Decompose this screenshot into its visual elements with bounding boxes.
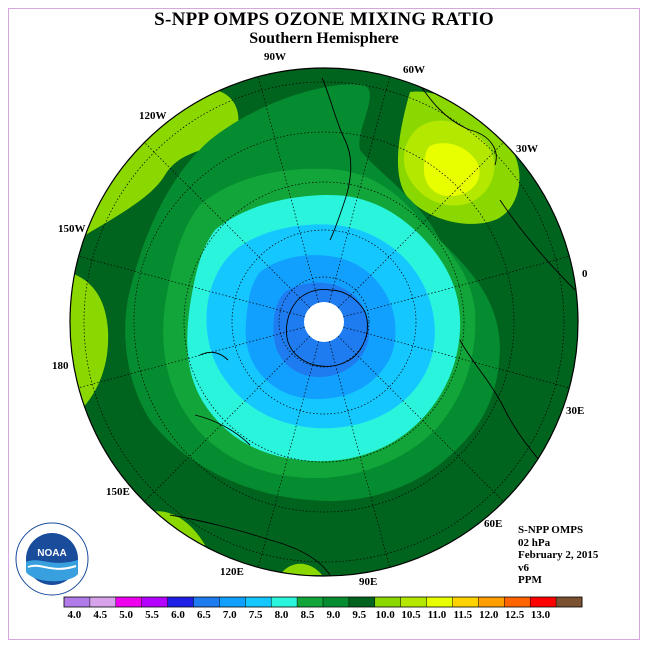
meridian-line — [78, 326, 305, 389]
lon-label-150e: 150E — [106, 486, 130, 498]
noaa-logo: NOAA — [15, 522, 89, 596]
info-level: 02 hPa — [518, 536, 551, 549]
info-block: S-NPP OMPS 02 hPa February 2, 2015 v6 PP… — [518, 524, 598, 587]
meridian-lines — [78, 76, 570, 568]
meridian-line — [337, 335, 504, 502]
lon-label-30w: 30W — [516, 143, 538, 155]
coastlines — [169, 77, 576, 576]
lon-label-90e: 90E — [359, 576, 378, 588]
lon-label-150w: 150W — [58, 223, 86, 235]
meridian-line — [328, 76, 391, 303]
lon-label-30e: 30E — [566, 405, 585, 417]
meridian-line — [257, 341, 320, 568]
ozone-high-lobe-bottom — [280, 563, 322, 575]
info-instrument: S-NPP OMPS — [518, 524, 584, 536]
info-units: PPM — [518, 574, 542, 587]
lon-label-120w: 120W — [139, 110, 167, 122]
noaa-logo-text: NOAA — [37, 548, 66, 559]
info-date: February 2, 2015 — [518, 549, 599, 562]
latitude-circles — [83, 81, 565, 563]
meridian-line — [144, 142, 311, 309]
lon-label-60e: 60E — [484, 518, 503, 530]
meridian-line — [144, 335, 311, 502]
map-subtitle: Southern Hemisphere — [249, 30, 399, 47]
meridian-line — [257, 76, 320, 303]
ozone-high-lobe-upper-right-3 — [424, 143, 480, 197]
map-border — [69, 67, 579, 577]
meridian-line — [343, 255, 570, 318]
lon-label-180: 180 — [52, 360, 69, 372]
lon-label-120e: 120E — [220, 566, 244, 578]
meridian-line — [337, 142, 504, 309]
meridian-line — [343, 326, 570, 389]
ozone-high-lobe-upper-left — [70, 90, 239, 250]
info-version: v6 — [518, 561, 529, 574]
figure-frame — [8, 8, 640, 640]
meridian-line — [328, 341, 391, 568]
meridian-line — [78, 255, 305, 318]
lon-label-90w: 90W — [264, 51, 286, 63]
polar-no-data-circle — [304, 302, 344, 342]
map-title: S-NPP OMPS OZONE MIXING RATIO — [154, 9, 494, 30]
lon-label-0: 0 — [582, 268, 588, 280]
lon-label-60w: 60W — [403, 64, 425, 76]
